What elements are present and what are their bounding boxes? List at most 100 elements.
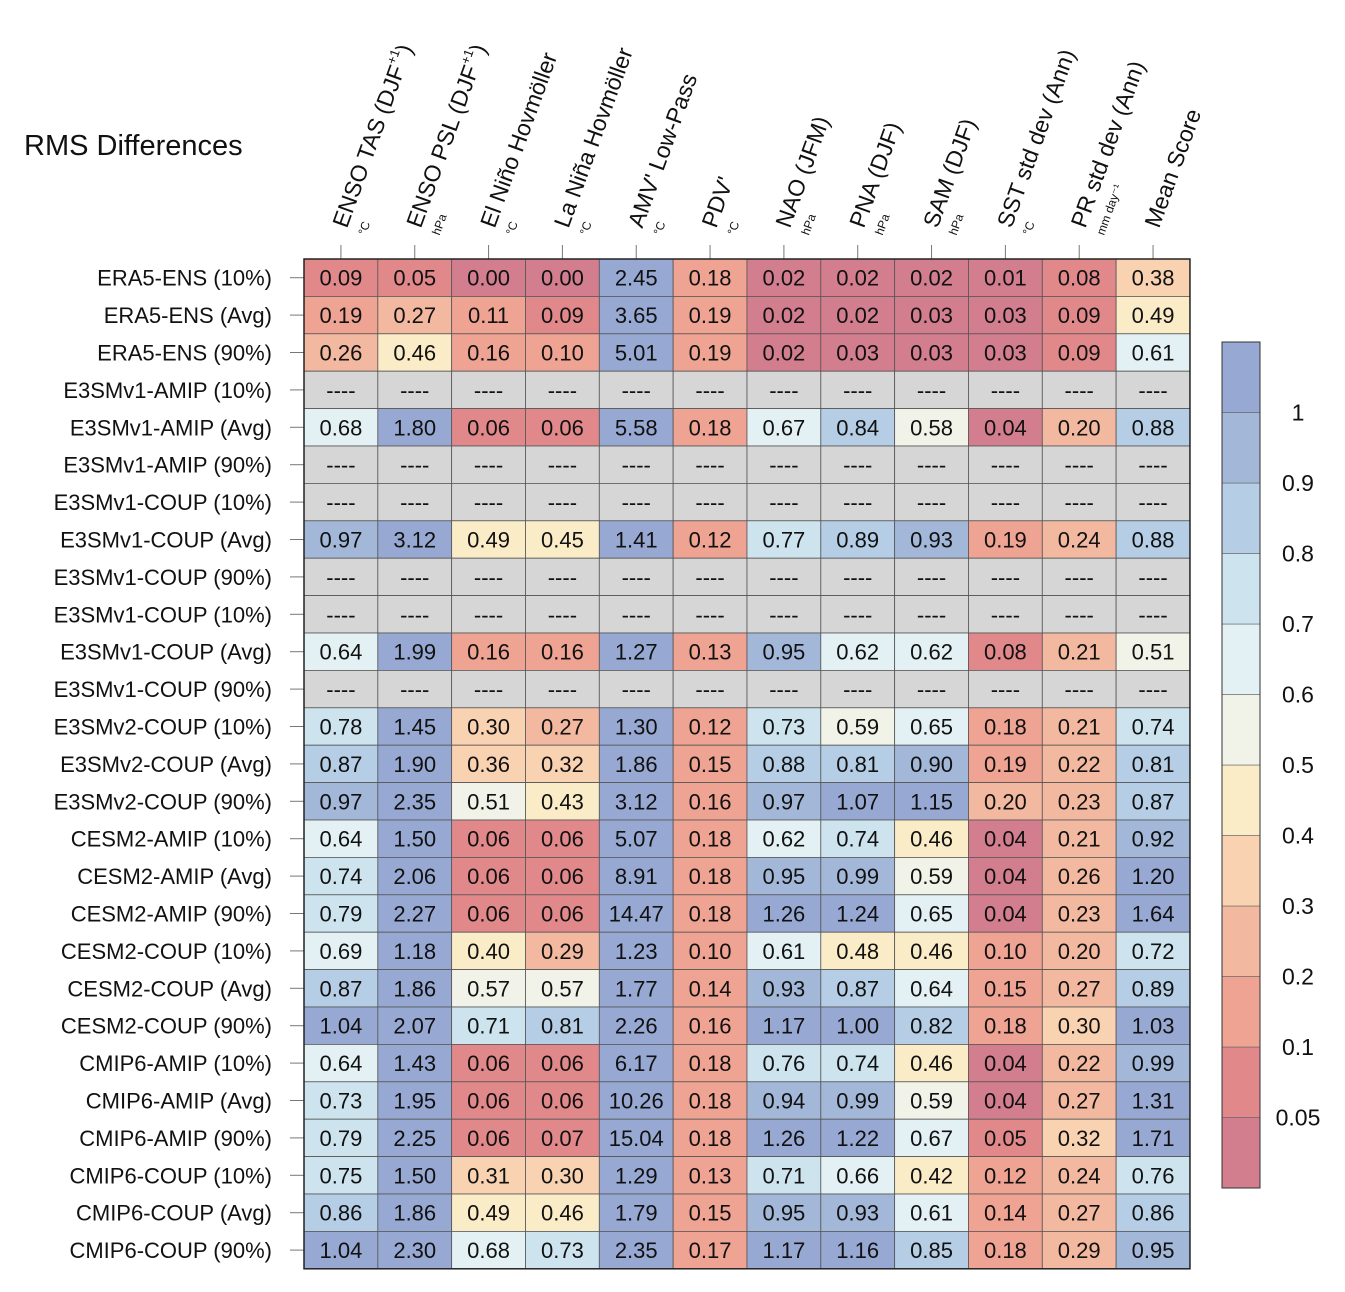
cell-value: 0.02	[762, 303, 805, 328]
heatmap-cell	[968, 707, 1043, 746]
cell-value: ----	[1138, 565, 1167, 590]
cell-value: 0.18	[689, 1126, 732, 1151]
cell-value: 0.21	[1058, 827, 1101, 852]
cell-value: 3.65	[615, 303, 658, 328]
heatmap-cell	[746, 894, 822, 933]
cell-value: 0.24	[1058, 528, 1101, 553]
cell-value: ----	[769, 565, 798, 590]
cell-value: 0.97	[762, 789, 805, 814]
heatmap-cell	[894, 295, 969, 335]
heatmap-cell	[598, 707, 674, 746]
heatmap-cell	[1115, 1231, 1191, 1270]
cell-value: 0.04	[984, 1051, 1027, 1076]
heatmap-cell	[894, 1081, 969, 1120]
cell-value: 2.25	[393, 1126, 436, 1151]
cell-value: 0.57	[467, 976, 510, 1001]
heatmap-cell	[303, 408, 379, 447]
cell-value: 6.17	[615, 1051, 658, 1076]
cell-value: 0.10	[689, 939, 732, 964]
heatmap-cell	[598, 333, 674, 372]
heatmap-cell	[968, 445, 1043, 484]
cell-value: 1.50	[393, 827, 436, 852]
heatmap-cell	[377, 707, 453, 746]
cell-value: 1.30	[615, 715, 658, 740]
cell-value: 0.88	[1132, 415, 1175, 440]
heatmap-cell	[451, 258, 526, 297]
cell-value: 0.99	[1132, 1051, 1175, 1076]
cell-value: 0.59	[836, 715, 879, 740]
cell-value: ----	[695, 565, 724, 590]
cell-value: 0.09	[541, 303, 584, 328]
cell-value: 0.15	[689, 752, 732, 777]
cell-value: 0.20	[1058, 939, 1101, 964]
cell-value: 0.08	[984, 640, 1027, 665]
cell-value: 0.46	[393, 341, 436, 366]
heatmap-cell	[746, 333, 822, 372]
cell-value: 0.22	[1058, 752, 1101, 777]
heatmap-cell	[1115, 445, 1191, 484]
row-label: E3SMv2-COUP (10%)	[54, 715, 272, 740]
heatmap-cell	[672, 370, 748, 410]
row-label: E3SMv1-COUP (90%)	[54, 677, 272, 702]
cell-value: 0.93	[910, 528, 953, 553]
cell-value: ----	[1065, 453, 1094, 478]
heatmap-cell	[968, 894, 1043, 933]
cell-value: 0.87	[320, 976, 363, 1001]
cell-value: 1.86	[615, 752, 658, 777]
cell-value: 3.12	[615, 789, 658, 814]
cell-value: 0.46	[910, 939, 953, 964]
heatmap-cell	[1115, 744, 1191, 784]
heatmap-cell	[451, 557, 526, 597]
cell-value: 0.06	[541, 902, 584, 927]
cell-value: ----	[769, 453, 798, 478]
heatmap-cell	[820, 295, 896, 335]
cell-value: 0.17	[689, 1238, 732, 1263]
cell-value: 0.84	[836, 415, 879, 440]
heatmap-cell	[894, 258, 969, 297]
heatmap-cell	[377, 894, 453, 933]
cell-value: 1.64	[1132, 902, 1175, 927]
heatmap-cell	[451, 482, 526, 522]
heatmap-cell	[820, 520, 896, 559]
heatmap-cell	[746, 670, 822, 709]
cell-value: 0.49	[467, 528, 510, 553]
row-label: E3SMv1-AMIP (10%)	[63, 378, 272, 403]
column-unit: °C	[355, 219, 373, 237]
cell-value: ----	[548, 378, 577, 403]
cell-value: ----	[400, 453, 429, 478]
row-label: CMIP6-AMIP (10%)	[79, 1051, 272, 1076]
heatmap-cell	[525, 408, 600, 447]
column-name: NAO (JFM)	[770, 113, 834, 231]
heatmap-cell	[377, 969, 453, 1008]
cell-value: ----	[400, 490, 429, 515]
cell-value: 0.12	[984, 1163, 1027, 1188]
heatmap-cell	[598, 670, 674, 709]
cell-value: ----	[400, 378, 429, 403]
cell-value: 0.99	[836, 864, 879, 889]
cell-value: ----	[991, 453, 1020, 478]
cell-value: 1.71	[1132, 1126, 1175, 1151]
cell-value: 0.64	[320, 827, 363, 852]
heatmap-cell	[820, 894, 896, 933]
cell-value: 0.87	[1132, 789, 1175, 814]
cell-value: 0.06	[541, 415, 584, 440]
heatmap-cell	[451, 1156, 526, 1195]
cell-value: ----	[622, 602, 651, 627]
heatmap-cell	[820, 595, 896, 634]
cell-value: 3.12	[393, 528, 436, 553]
colorbar-swatch	[1221, 835, 1261, 907]
cell-value: 0.02	[762, 341, 805, 366]
heatmap-cell	[746, 632, 822, 671]
cell-value: 8.91	[615, 864, 658, 889]
row-label: CESM2-AMIP (Avg)	[77, 864, 272, 889]
column-label: SAM (DJF)	[918, 115, 981, 231]
cell-value: 0.00	[467, 266, 510, 291]
cell-value: ----	[843, 490, 872, 515]
heatmap-cell	[746, 707, 822, 746]
row-label: CESM2-COUP (10%)	[61, 939, 272, 964]
cell-value: ----	[917, 602, 946, 627]
heatmap-cell	[451, 969, 526, 1008]
cell-value: 0.10	[984, 939, 1027, 964]
heatmap-cell	[746, 1006, 822, 1045]
heatmap-cell	[1115, 632, 1191, 671]
